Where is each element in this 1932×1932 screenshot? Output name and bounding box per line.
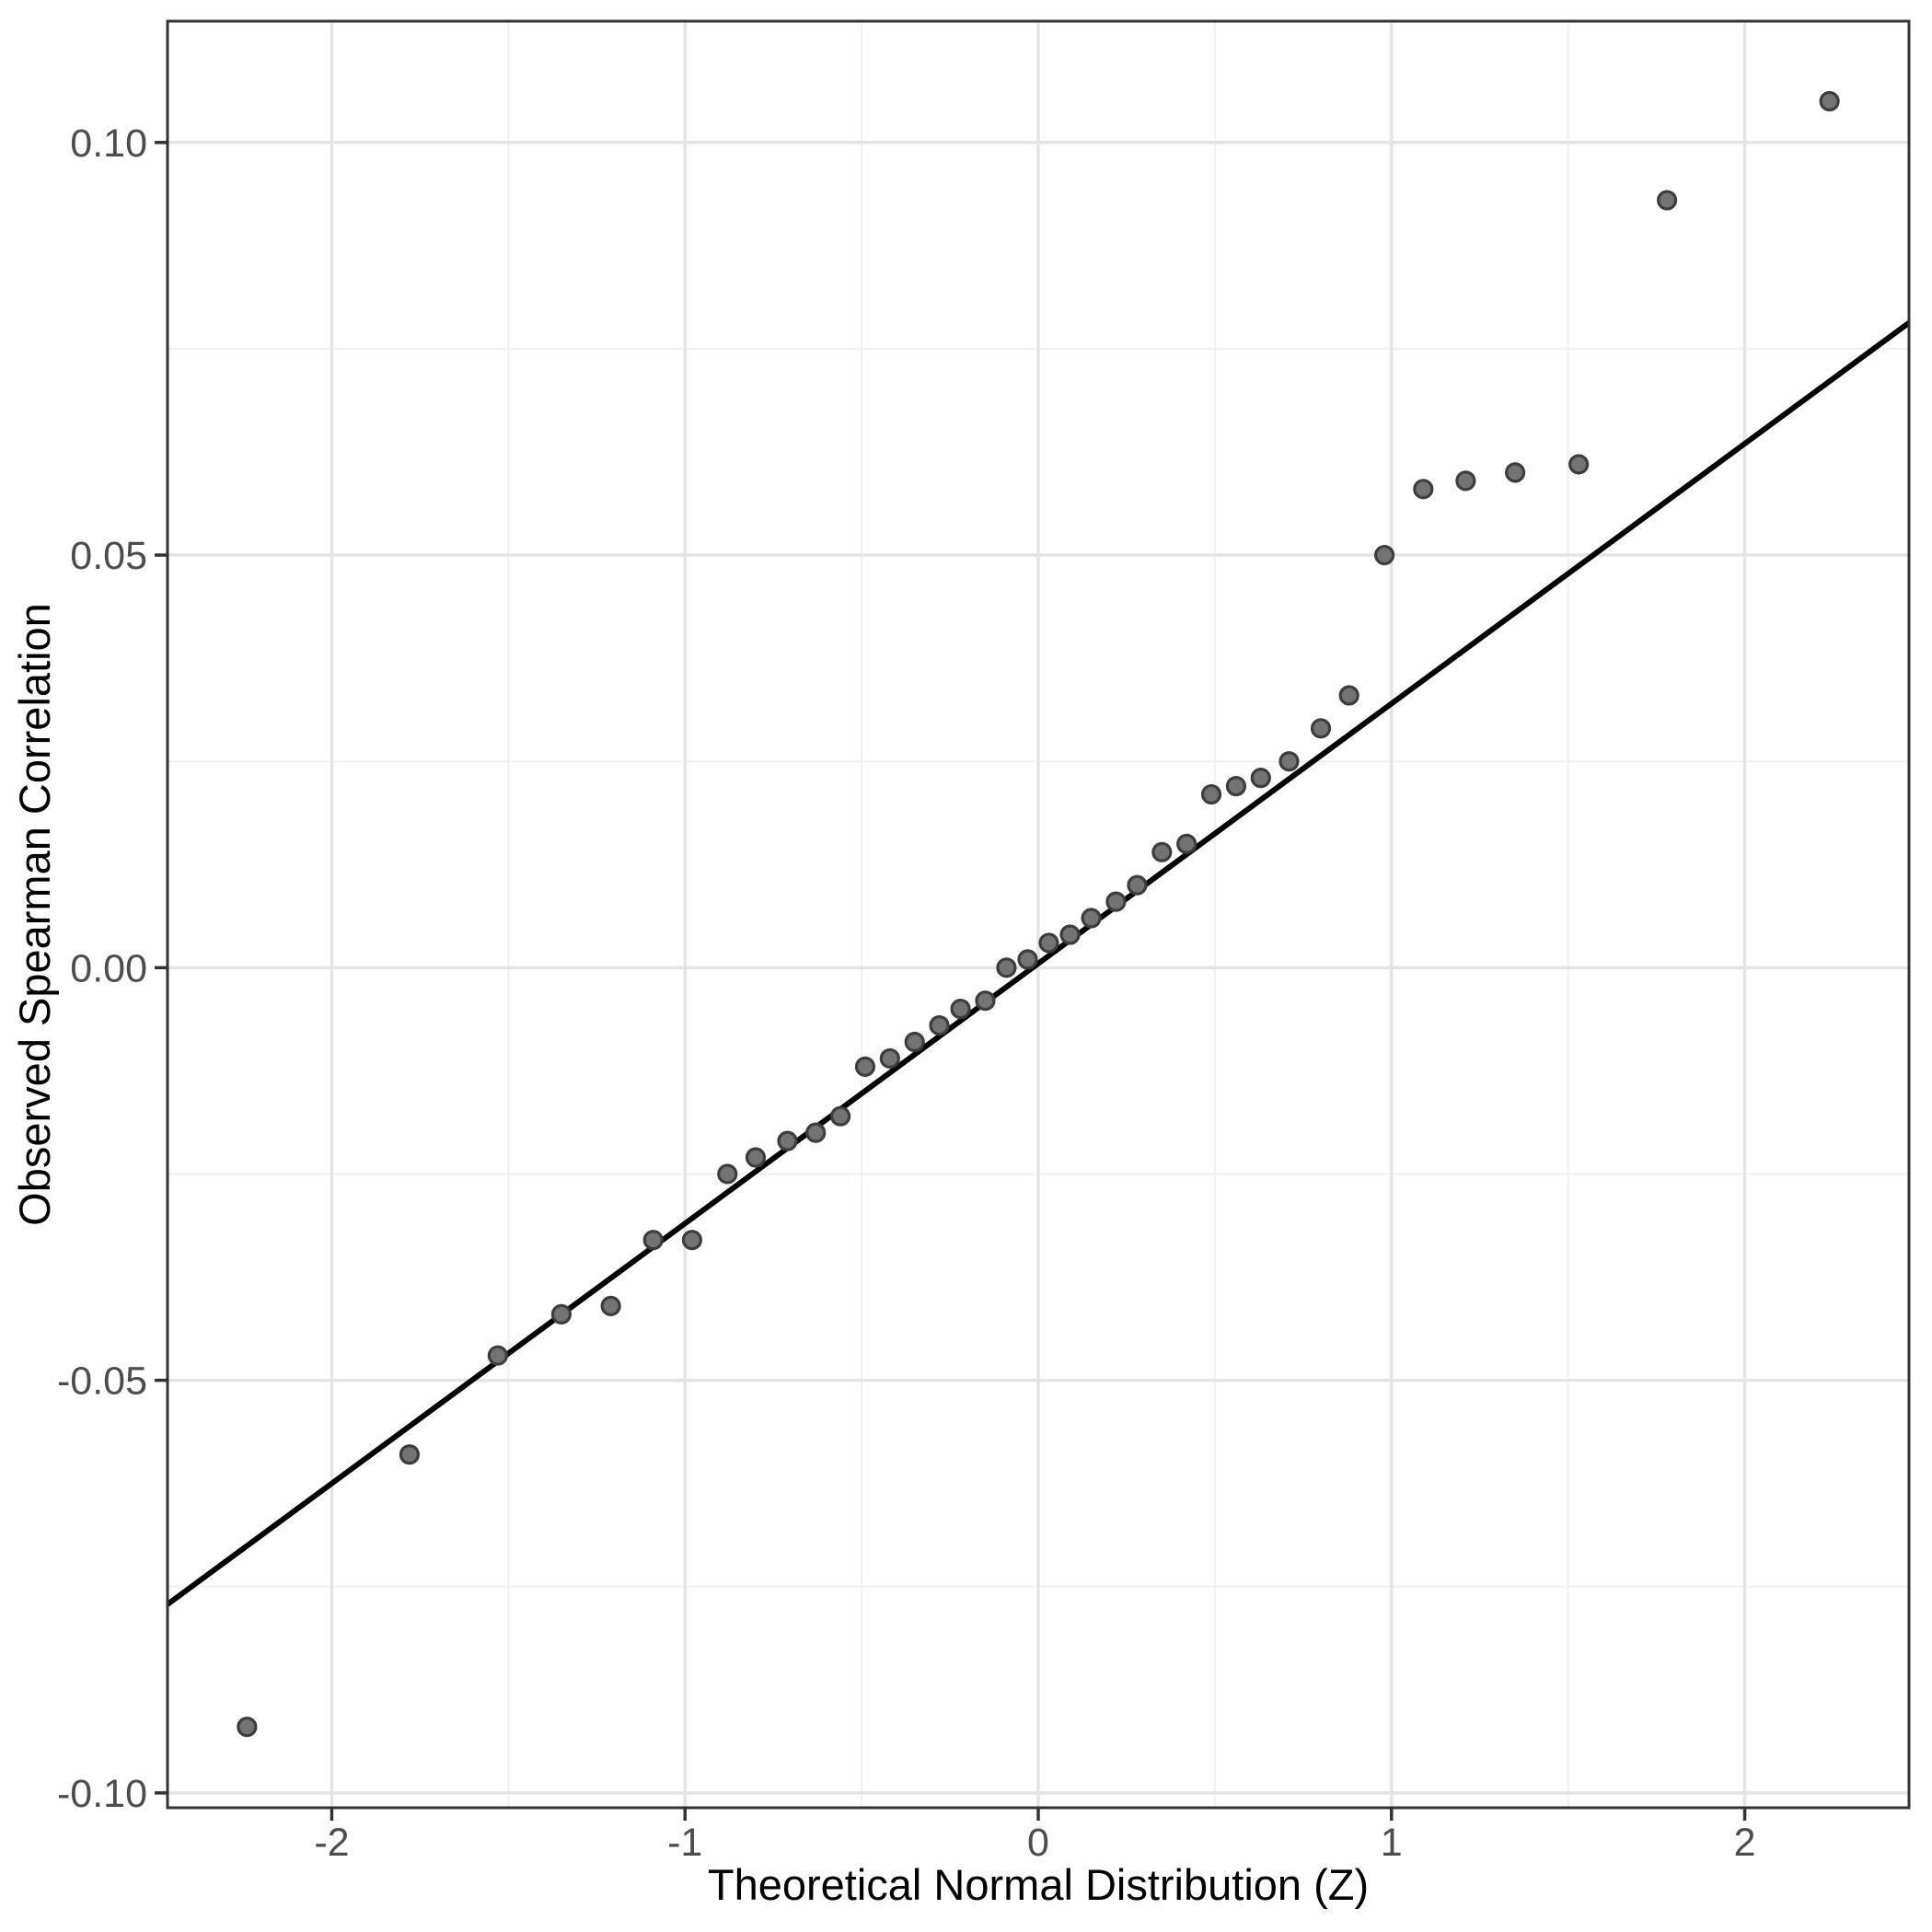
data-point: [975, 990, 996, 1012]
data-point: [1413, 479, 1434, 500]
axis-tick-labels: -2 -1 0 1 2 0.10 0.05 0.00 -0.05 -0.10: [57, 121, 1756, 1865]
data-point: [829, 1105, 851, 1127]
axis-tick-marks: [155, 141, 1747, 1821]
x-tick-label: 0: [1027, 1821, 1049, 1865]
data-point: [1373, 544, 1395, 566]
qq-reference-line: [166, 320, 1911, 1607]
data-point: [777, 1130, 798, 1151]
x-tick-label: -1: [667, 1821, 702, 1865]
data-point: [237, 1717, 258, 1738]
data-points-group: [237, 90, 1840, 1738]
data-point: [1059, 924, 1081, 945]
data-point: [996, 957, 1017, 978]
qq-reference-line-group: [166, 320, 1911, 1607]
y-tick-label: -0.10: [57, 1772, 147, 1816]
data-point: [1504, 462, 1526, 483]
data-point: [1819, 90, 1840, 112]
y-tick-label: 0.00: [70, 946, 147, 990]
data-point: [1250, 768, 1271, 789]
data-point: [550, 1303, 573, 1325]
data-point: [950, 999, 971, 1020]
data-point: [1127, 874, 1148, 896]
major-gridlines: [168, 21, 1909, 1808]
data-point: [1017, 949, 1038, 970]
data-point: [1338, 685, 1359, 706]
data-point: [1455, 470, 1476, 492]
x-tick-label: 2: [1734, 1821, 1756, 1865]
data-point: [1225, 775, 1247, 797]
data-point: [717, 1163, 738, 1185]
data-point: [904, 1031, 925, 1053]
data-point: [1200, 783, 1222, 805]
data-point: [1657, 190, 1678, 211]
x-tick-label: 1: [1381, 1821, 1403, 1865]
data-point: [642, 1230, 664, 1251]
y-tick-label: -0.05: [57, 1359, 147, 1404]
data-point: [1568, 454, 1590, 475]
data-point: [1151, 841, 1173, 862]
data-point: [879, 1047, 900, 1070]
data-point: [805, 1122, 827, 1143]
data-point: [600, 1295, 621, 1317]
y-tick-label: 0.05: [70, 534, 147, 578]
x-axis-title: Theoretical Normal Distribution (Z): [708, 1860, 1369, 1909]
data-point: [929, 1014, 950, 1036]
data-point: [1176, 833, 1197, 854]
data-point: [1081, 908, 1102, 929]
data-point: [854, 1056, 876, 1078]
data-point: [745, 1147, 767, 1168]
data-point: [1310, 718, 1332, 739]
data-point: [487, 1345, 508, 1366]
data-point: [399, 1444, 420, 1465]
y-axis-title: Observed Spearman Correlation: [10, 603, 59, 1226]
y-tick-label: 0.10: [70, 121, 147, 166]
data-point: [1278, 751, 1300, 772]
data-point: [1038, 932, 1059, 954]
x-tick-label: -2: [314, 1821, 349, 1865]
data-point: [681, 1230, 703, 1251]
data-point: [1105, 891, 1127, 912]
